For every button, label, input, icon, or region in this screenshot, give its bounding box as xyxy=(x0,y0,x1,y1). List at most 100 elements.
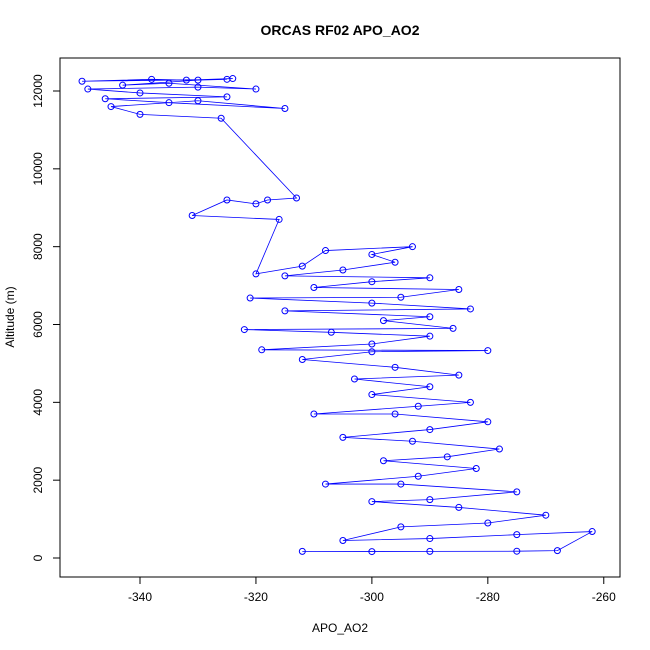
data-point xyxy=(397,523,405,531)
plot-frame xyxy=(59,57,621,578)
data-point xyxy=(414,402,422,410)
data-point xyxy=(426,383,434,391)
data-point xyxy=(368,299,376,307)
data-point xyxy=(101,95,109,103)
data-point xyxy=(252,200,260,208)
data-point xyxy=(281,307,289,315)
data-point xyxy=(182,76,190,84)
data-point xyxy=(217,114,225,122)
data-point xyxy=(194,83,202,91)
data-point xyxy=(298,262,306,270)
data-point xyxy=(449,324,457,332)
x-axis-label: APO_AO2 xyxy=(312,621,368,635)
data-point xyxy=(426,426,434,434)
data-point xyxy=(391,410,399,418)
data-point xyxy=(188,212,196,220)
data-point xyxy=(588,528,596,536)
data-point xyxy=(408,243,416,251)
data-point xyxy=(426,313,434,321)
data-point xyxy=(165,99,173,107)
data-point xyxy=(119,81,127,89)
data-point xyxy=(455,285,463,293)
data-point xyxy=(84,85,92,93)
data-point xyxy=(165,79,173,87)
data-point xyxy=(322,480,330,488)
data-point xyxy=(426,274,434,282)
data-point xyxy=(339,266,347,274)
y-tick-label: 0 xyxy=(31,554,45,561)
data-point xyxy=(339,536,347,544)
data-point xyxy=(513,488,521,496)
data-point xyxy=(148,75,156,83)
data-point xyxy=(513,531,521,539)
data-point xyxy=(368,391,376,399)
data-line xyxy=(82,78,593,552)
y-tick-label: 6000 xyxy=(31,311,45,338)
x-tick-label: -340 xyxy=(128,590,152,604)
data-point xyxy=(252,270,260,278)
data-point xyxy=(264,196,272,204)
x-tick-label: -280 xyxy=(476,590,500,604)
data-point xyxy=(397,480,405,488)
data-point xyxy=(484,347,492,355)
data-point xyxy=(298,356,306,364)
data-point xyxy=(408,437,416,445)
data-point xyxy=(194,76,202,84)
y-tick-label: 10000 xyxy=(31,152,45,186)
data-point xyxy=(275,215,283,223)
y-tick-label: 12000 xyxy=(31,74,45,108)
chart-title: ORCAS RF02 APO_AO2 xyxy=(261,22,420,38)
data-point xyxy=(368,498,376,506)
data-point xyxy=(246,294,254,302)
data-point xyxy=(368,548,376,556)
data-point xyxy=(223,196,231,204)
data-point xyxy=(240,326,248,334)
x-tick-label: -260 xyxy=(592,590,616,604)
data-point xyxy=(368,250,376,258)
data-point xyxy=(229,75,237,83)
data-point xyxy=(368,340,376,348)
data-point xyxy=(495,445,503,453)
data-point xyxy=(310,284,318,292)
data-point xyxy=(426,332,434,340)
data-point xyxy=(466,398,474,406)
data-point xyxy=(391,258,399,266)
data-point xyxy=(379,457,387,465)
data-point xyxy=(391,363,399,371)
data-point xyxy=(484,519,492,527)
data-point xyxy=(368,348,376,356)
data-point xyxy=(322,247,330,255)
y-tick-label: 4000 xyxy=(31,389,45,416)
data-point xyxy=(298,547,306,555)
data-point xyxy=(542,511,550,519)
data-point xyxy=(484,418,492,426)
y-axis-label: Altitude (m) xyxy=(3,286,17,347)
data-point xyxy=(455,371,463,379)
data-point xyxy=(368,278,376,286)
data-point xyxy=(339,433,347,441)
data-point xyxy=(466,305,474,313)
data-point xyxy=(350,375,358,383)
data-point xyxy=(426,535,434,543)
data-point xyxy=(223,93,231,101)
data-point xyxy=(443,453,451,461)
y-tick-label: 2000 xyxy=(31,467,45,494)
data-point xyxy=(252,85,260,93)
data-point xyxy=(327,328,335,336)
x-tick-label: -300 xyxy=(360,590,384,604)
data-point xyxy=(553,547,561,555)
data-point xyxy=(281,105,289,113)
data-point xyxy=(414,472,422,480)
data-point xyxy=(258,346,266,354)
data-point xyxy=(379,317,387,325)
data-point xyxy=(426,547,434,555)
data-point xyxy=(136,110,144,118)
data-point xyxy=(194,97,202,105)
data-point xyxy=(293,194,301,202)
data-point xyxy=(426,496,434,504)
data-point xyxy=(281,272,289,280)
data-point xyxy=(455,503,463,511)
data-point xyxy=(472,464,480,472)
data-point xyxy=(136,89,144,97)
